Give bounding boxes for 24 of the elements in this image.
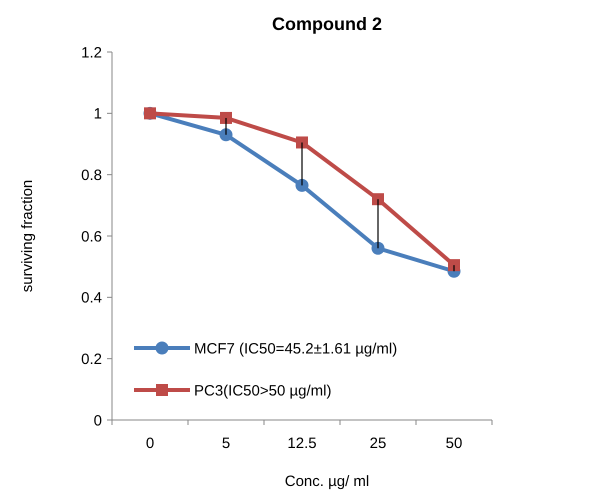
point [220,128,232,142]
point [220,112,232,124]
legend-label: MCF7 (IC50=45.2±1.61 µg/ml) [194,340,398,358]
x-tick-label: 5 [222,435,230,452]
x-tick-label: 12.5 [287,435,317,452]
y-tick-label: 0.6 [81,228,102,246]
point [372,193,384,206]
y-tick-label: 1 [94,106,102,123]
y-tick-label: 0.4 [81,290,102,307]
point [296,178,308,192]
y-axis-title: surviving fraction [19,180,36,292]
x-tick-label: 25 [370,435,386,452]
y-tick-label: 0 [94,412,102,430]
point [372,242,384,255]
x-tick-label: 0 [146,435,154,452]
point [296,136,308,148]
legend-label: PC3(IC50>50 µg/ml) [194,382,332,400]
chart-title: Compound 2 [272,14,382,34]
x-tick-label: 50 [446,435,462,452]
point [448,259,460,272]
y-tick-label: 0.8 [81,166,102,184]
y-tick-label: 1.2 [81,44,102,62]
y-tick-label: 0.2 [81,350,102,368]
x-axis-title: Conc. µg/ ml [284,473,370,490]
